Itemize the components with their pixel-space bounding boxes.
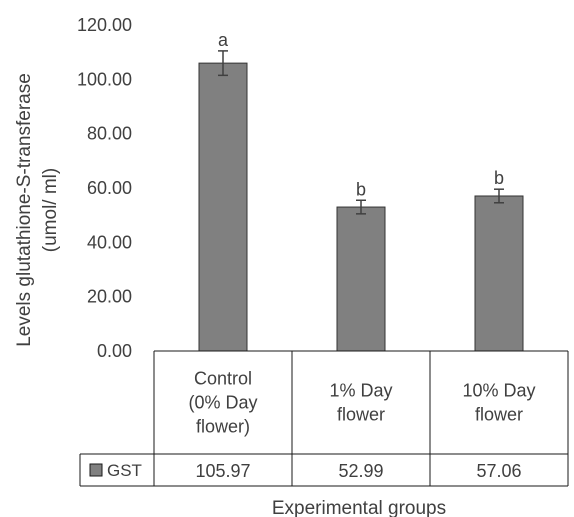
y-axis-title: Levels glutathione-S-transferase (umol/ … bbox=[14, 73, 61, 347]
category-label: Control bbox=[194, 369, 252, 389]
bar bbox=[474, 195, 524, 352]
y-tick-label: 100.00 bbox=[77, 69, 132, 89]
bars: a b b bbox=[198, 30, 524, 352]
legend-swatch bbox=[89, 463, 103, 477]
significance-letter: b bbox=[356, 179, 366, 199]
legend-label: GST bbox=[107, 461, 142, 480]
category-label: 10% Day bbox=[462, 381, 535, 401]
y-tick-label: 20.00 bbox=[87, 287, 132, 307]
category-label: 1% Day bbox=[329, 381, 392, 401]
data-value-label: 105.97 bbox=[195, 461, 250, 481]
category-label: flower bbox=[337, 405, 385, 425]
y-axis-title-line-2: (umol/ ml) bbox=[40, 168, 61, 252]
data-value-label: 52.99 bbox=[338, 461, 383, 481]
data-value-label: 57.06 bbox=[476, 461, 521, 481]
y-axis-title-line-1: Levels glutathione-S-transferase bbox=[14, 73, 35, 347]
y-axis-tick-labels: 0.00 20.00 40.00 60.00 80.00 100.00 120.00 bbox=[77, 15, 132, 361]
category-label: (0% Day bbox=[188, 393, 257, 413]
category-label: flower) bbox=[196, 417, 250, 437]
significance-letter: b bbox=[494, 168, 504, 188]
bar bbox=[336, 206, 386, 352]
category-label: flower bbox=[475, 405, 523, 425]
data-table: Control (0% Day flower) 1% Day flower 10% Day… bbox=[79, 350, 569, 487]
significance-letter: a bbox=[218, 30, 229, 50]
y-tick-label: 80.00 bbox=[87, 124, 132, 144]
y-tick-label: 60.00 bbox=[87, 178, 132, 198]
bar bbox=[198, 62, 248, 352]
x-axis-title: Experimental groups bbox=[272, 498, 446, 517]
y-tick-label: 40.00 bbox=[87, 232, 132, 252]
y-tick-label: 120.00 bbox=[77, 15, 132, 35]
y-tick-label: 0.00 bbox=[97, 341, 132, 361]
